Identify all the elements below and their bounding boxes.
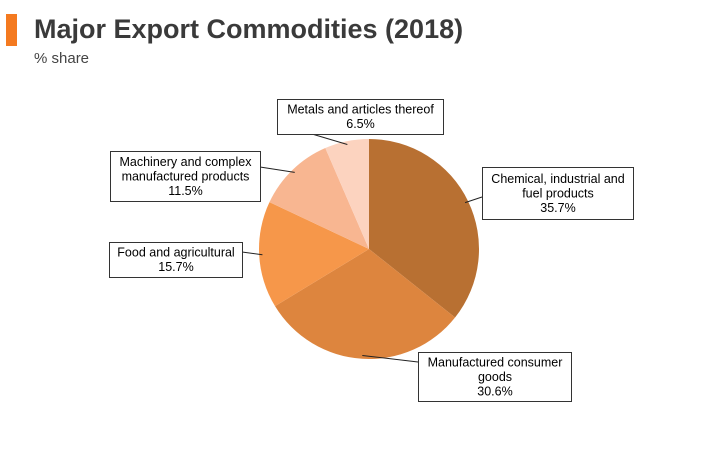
slice-value-label: 11.5% bbox=[168, 184, 203, 198]
slice-name-label: Manufactured consumer bbox=[428, 355, 563, 369]
callout-box bbox=[277, 99, 444, 135]
callout-box bbox=[482, 167, 634, 220]
slice-value-label: 35.7% bbox=[540, 201, 575, 215]
leader-line-3 bbox=[241, 251, 263, 256]
slice-value-label: 30.6% bbox=[477, 384, 512, 398]
callout-box bbox=[109, 242, 243, 278]
pie-slices bbox=[258, 139, 479, 359]
slice-name-label: Machinery and complex bbox=[119, 155, 252, 169]
chart-subtitle: % share bbox=[34, 50, 90, 67]
pie-slice-5 bbox=[325, 139, 369, 249]
pie-slice-2 bbox=[275, 249, 456, 359]
leader-line-4 bbox=[259, 166, 295, 173]
title-accent-bar bbox=[6, 14, 17, 46]
chart-title: Major Export Commodities (2018) bbox=[34, 14, 464, 44]
leader-line-2 bbox=[362, 354, 419, 363]
pie-slice-1 bbox=[369, 139, 479, 318]
slice-name-label: manufactured products bbox=[122, 169, 250, 183]
callout-box bbox=[418, 352, 572, 402]
slice-value-label: 15.7% bbox=[158, 260, 193, 274]
slice-value-label: 6.5% bbox=[346, 117, 375, 131]
pie-slice-4 bbox=[269, 148, 369, 249]
callout-box bbox=[110, 151, 261, 202]
pie-slice-3 bbox=[258, 202, 369, 307]
slice-name-label: Food and agricultural bbox=[117, 246, 234, 260]
slice-name-label: fuel products bbox=[522, 186, 594, 200]
leader-line-1 bbox=[464, 196, 483, 204]
leader-line-5 bbox=[311, 133, 348, 145]
slice-name-label: Metals and articles thereof bbox=[287, 103, 434, 117]
callout-leader-lines bbox=[241, 133, 483, 363]
slice-name-label: goods bbox=[478, 370, 512, 384]
slice-name-label: Chemical, industrial and bbox=[491, 172, 624, 186]
